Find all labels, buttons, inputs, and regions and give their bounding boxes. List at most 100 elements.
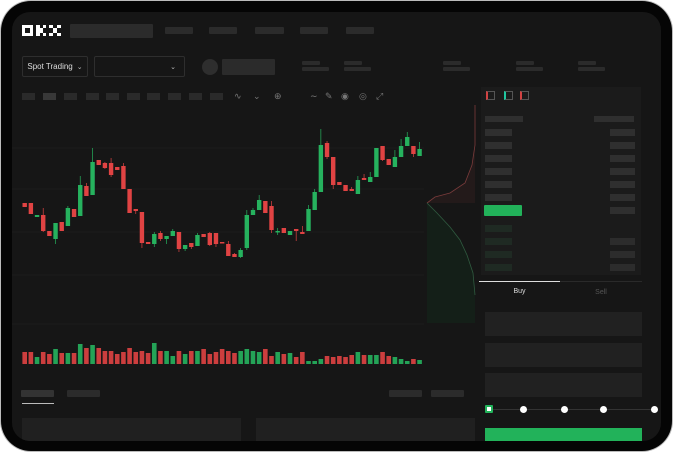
candle-body — [133, 209, 138, 211]
price-input[interactable] — [485, 312, 642, 336]
okx-logo[interactable] — [22, 24, 64, 38]
interval-button[interactable] — [106, 93, 119, 100]
orderbook-row[interactable] — [485, 181, 512, 188]
line-tool-icon[interactable]: ∼ — [310, 91, 318, 101]
volume-bar — [53, 349, 58, 364]
interval-button[interactable] — [147, 93, 160, 100]
pencil-icon[interactable]: ✎ — [325, 91, 333, 101]
volume-bar — [47, 354, 52, 364]
orderbook-row[interactable] — [610, 129, 635, 136]
candle-body — [398, 146, 404, 157]
volume-bar — [164, 351, 169, 364]
market-selector[interactable]: Spot Trading ⌄ — [22, 56, 88, 77]
interval-button[interactable] — [43, 93, 56, 100]
orderbook-row[interactable] — [610, 251, 635, 258]
slider-handle[interactable] — [485, 405, 493, 413]
candle-body — [152, 234, 157, 244]
candle-body — [287, 231, 293, 235]
interval-button[interactable] — [168, 93, 181, 100]
candle-body — [127, 189, 132, 213]
candle-body — [170, 231, 175, 236]
interval-button[interactable] — [210, 93, 223, 100]
candle-body — [238, 250, 243, 257]
candle-body — [324, 143, 330, 157]
orderbook-row[interactable] — [485, 194, 512, 201]
buy-button[interactable] — [485, 428, 642, 441]
slider-mark[interactable] — [520, 406, 527, 413]
orderbook-row[interactable] — [485, 225, 512, 232]
orderbook-row[interactable] — [610, 238, 635, 245]
orderbook-row[interactable] — [610, 155, 635, 162]
orderbook-row[interactable] — [485, 168, 512, 175]
candle-body — [195, 235, 200, 246]
volume-bar — [176, 351, 182, 364]
candlestick-chart[interactable] — [12, 12, 482, 372]
interval-button[interactable] — [127, 93, 140, 100]
app-screen: Spot Trading ⌄ ⌄ ∿ ⌄ ⊕ ∼ ✎ ◉ ◎ ⤢ — [12, 12, 661, 441]
slider-mark[interactable] — [561, 406, 568, 413]
orderbook-row[interactable] — [485, 264, 512, 271]
orderbook-both-icon[interactable] — [486, 91, 495, 100]
orderbook-row[interactable] — [610, 181, 635, 188]
slider-track[interactable] — [489, 409, 655, 410]
volume-bar — [145, 353, 151, 364]
settings-icon[interactable]: ⊕ — [274, 91, 282, 101]
nav-item[interactable] — [209, 27, 237, 34]
chevron-down-icon: ⌄ — [170, 63, 176, 71]
volume-bar — [287, 353, 293, 364]
volume-bar — [207, 354, 213, 364]
interval-button[interactable] — [64, 93, 77, 100]
interval-button[interactable] — [86, 93, 99, 100]
candle-body — [41, 215, 46, 231]
slider-mark[interactable] — [651, 406, 658, 413]
slider-mark[interactable] — [600, 406, 607, 413]
orderbook-row[interactable] — [485, 155, 512, 162]
orderbook-row[interactable] — [485, 238, 512, 245]
volume-bar — [40, 352, 46, 364]
nav-item[interactable] — [346, 27, 374, 34]
orderbook-asks-icon[interactable] — [520, 91, 529, 100]
orderbook-row[interactable] — [610, 194, 635, 201]
indicator-icon[interactable]: ∿ — [234, 91, 242, 101]
orderbook-row[interactable] — [610, 264, 635, 271]
interval-button[interactable] — [22, 93, 35, 100]
nav-item[interactable] — [255, 27, 284, 34]
orderbook-row[interactable] — [485, 142, 512, 149]
candle-body — [34, 215, 40, 217]
tab-open-orders[interactable] — [21, 390, 54, 397]
orderbook-row[interactable] — [610, 142, 635, 149]
tab-divider — [560, 281, 642, 282]
tab-buy[interactable]: Buy — [513, 288, 526, 295]
target-icon[interactable]: ◎ — [359, 91, 367, 101]
total-input[interactable] — [485, 373, 642, 397]
orderbook-row[interactable] — [610, 168, 635, 175]
candle-body — [164, 236, 169, 239]
nav-item[interactable] — [165, 27, 193, 34]
fullscreen-icon[interactable]: ⤢ — [376, 91, 384, 101]
candle-body — [374, 148, 379, 177]
search-bar[interactable] — [70, 24, 153, 38]
interval-button[interactable] — [189, 93, 202, 100]
price-display — [222, 59, 275, 75]
candle-body — [405, 137, 410, 146]
tab-order-history[interactable] — [67, 390, 100, 397]
amount-input[interactable] — [485, 343, 642, 367]
nav-item[interactable] — [300, 27, 328, 34]
orderbook-header — [485, 116, 523, 122]
volume-bar — [77, 344, 83, 364]
chart-type-icon[interactable]: ⌄ — [253, 91, 261, 101]
volume-bar — [65, 353, 71, 364]
orderbook-bids-icon[interactable] — [504, 91, 513, 100]
volume-bar — [349, 355, 355, 364]
filter-button[interactable] — [431, 390, 464, 397]
candle-body — [96, 160, 101, 165]
pair-selector[interactable]: ⌄ — [94, 56, 185, 77]
orderbook-row[interactable] — [485, 129, 512, 136]
orderbook-row[interactable] — [485, 251, 512, 258]
candle-body — [355, 180, 361, 194]
orderbook-row[interactable] — [610, 207, 635, 214]
filter-button[interactable] — [389, 390, 422, 397]
tab-sell[interactable]: Sell — [595, 289, 607, 296]
candle-body — [28, 203, 34, 214]
camera-icon[interactable]: ◉ — [341, 91, 349, 101]
